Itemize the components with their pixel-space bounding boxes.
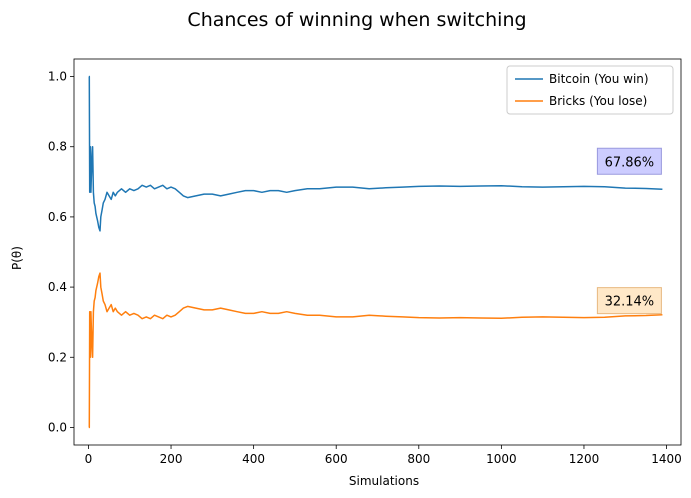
x-axis-label: Simulations	[349, 474, 419, 488]
annotation-label-1: 67.86%	[605, 155, 655, 170]
legend-box	[506, 65, 674, 115]
x-tick-label: 0	[85, 452, 93, 466]
legend-label-2: Bricks (You lose)	[549, 94, 647, 108]
plot-area	[88, 75, 663, 429]
annotation-box-1	[596, 147, 662, 175]
series-line-2	[88, 272, 663, 429]
legend-label-1: Bitcoin (You win)	[549, 72, 649, 86]
x-tick-label: 1000	[486, 452, 517, 466]
x-tick-label: 400	[242, 452, 265, 466]
y-tick-label: 0.0	[48, 420, 67, 434]
y-axis-label: P(θ)	[10, 246, 24, 270]
y-tick-label: 0.2	[48, 350, 67, 364]
y-tick-label: 0.6	[48, 210, 67, 224]
legend: Bitcoin (You win) Bricks (You lose)	[506, 65, 674, 115]
annotation-label-2: 32.14%	[605, 295, 655, 310]
series-line-1	[88, 75, 663, 232]
x-tick-label: 800	[407, 452, 430, 466]
axes: 0 200 400 600 800 1000 1200 1400 0.0 0.2 0.4 0.6 0.8…	[48, 58, 682, 466]
annotation-box-2	[596, 287, 662, 315]
x-tick-label: 1200	[569, 452, 600, 466]
y-tick-label: 0.8	[48, 140, 67, 154]
y-tick-label: 1.0	[48, 70, 67, 84]
x-tick-label: 600	[325, 452, 348, 466]
chart-title: Chances of winning when switching	[187, 9, 526, 31]
annotations: 67.86% 32.14%	[596, 147, 662, 315]
x-tick-label: 200	[160, 452, 183, 466]
y-tick-label: 0.4	[48, 280, 67, 294]
x-tick-label: 1400	[651, 452, 682, 466]
plot-frame	[73, 58, 682, 446]
